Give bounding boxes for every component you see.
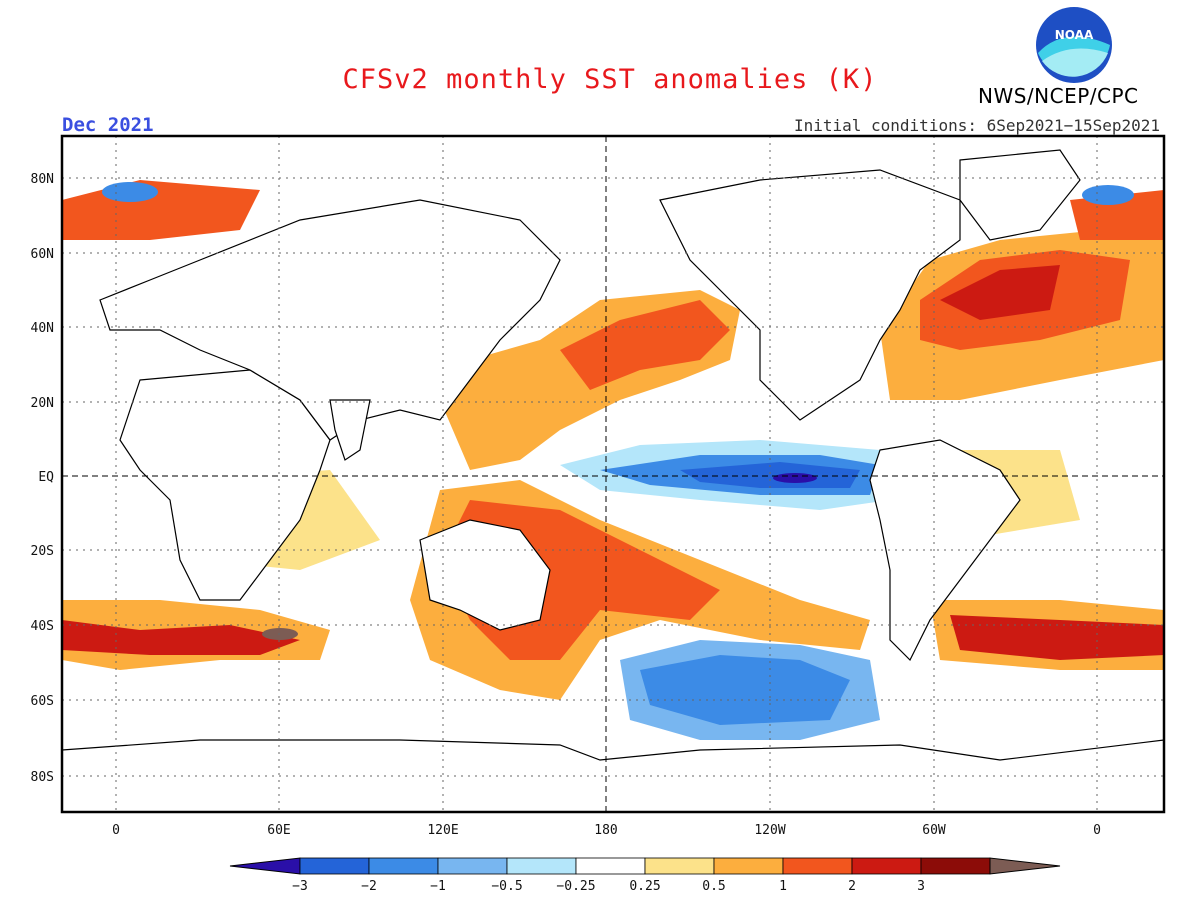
colorbar-labels: −3 −2 −1 −0.5 −0.25 0.25 0.5 1 2 3	[292, 879, 925, 894]
colorbar-label: −0.5	[491, 879, 522, 894]
chart-title: CFSv2 monthly SST anomalies (K)	[342, 64, 878, 95]
colorbar-label: −0.25	[556, 879, 595, 894]
lat-label: 80N	[31, 172, 54, 187]
lon-label: 120E	[427, 823, 458, 838]
lon-label: 0	[112, 823, 120, 838]
land-india	[329, 399, 371, 461]
colorbar-swatch	[506, 857, 577, 875]
land-north-america	[659, 169, 961, 421]
colorbar-arrow-high	[989, 857, 1061, 875]
colorbar-label: 2	[848, 879, 856, 894]
colorbar-label: 3	[917, 879, 925, 894]
lat-label: 40S	[31, 619, 54, 634]
colorbar-swatch	[368, 857, 439, 875]
forecast-month: Dec 2021	[62, 114, 154, 136]
map-frame	[60, 134, 1166, 814]
lat-label: 80S	[31, 770, 54, 785]
noaa-logo-text: NOAA	[1055, 28, 1094, 42]
land-australia	[419, 519, 551, 631]
colorbar-swatch	[782, 857, 853, 875]
land-greenland	[959, 149, 1081, 241]
longitude-labels: 0 60E 120E 180 120W 60W 0	[112, 823, 1101, 838]
colorbar-swatch	[713, 857, 784, 875]
latitude-labels: 80N 60N 40N 20N EQ 20S 40S 60S 80S	[31, 172, 55, 785]
colorbar-swatch	[437, 857, 508, 875]
colorbar-label: −1	[430, 879, 446, 894]
colorbar-swatch	[644, 857, 715, 875]
initial-conditions: Initial conditions: 6Sep2021−15Sep2021	[793, 116, 1160, 135]
equator-dateline	[62, 136, 1164, 812]
lon-label: 120W	[754, 823, 785, 838]
anomaly-fields	[62, 149, 1164, 812]
lat-label: 20S	[31, 544, 54, 559]
noaa-logo: NOAA	[1036, 7, 1112, 83]
lon-label: 60E	[267, 823, 290, 838]
lat-label: 20N	[31, 396, 54, 411]
lat-label: 40N	[31, 321, 54, 336]
lat-label: 60N	[31, 247, 54, 262]
colorbar-swatch	[920, 857, 991, 875]
lon-label: 60W	[922, 823, 946, 838]
colorbar-swatch	[851, 857, 922, 875]
colorbar-arrow-low	[229, 857, 301, 875]
colorbar-swatch	[575, 857, 646, 875]
graticule	[62, 136, 1164, 812]
colorbar	[229, 857, 1061, 875]
lat-label: 60S	[31, 694, 54, 709]
lon-label: 0	[1093, 823, 1101, 838]
agency-label: NWS/NCEP/CPC	[978, 84, 1139, 108]
land-eurasia	[99, 199, 561, 441]
colorbar-label: −3	[292, 879, 308, 894]
colorbar-label: 1	[779, 879, 787, 894]
colorbar-label: −2	[361, 879, 377, 894]
colorbar-label: 0.25	[629, 879, 660, 894]
colorbar-label: 0.5	[702, 879, 725, 894]
lon-label: 180	[594, 823, 617, 838]
colorbar-swatch	[299, 857, 370, 875]
lat-label: EQ	[38, 470, 54, 485]
land-antarctica	[62, 739, 1164, 812]
